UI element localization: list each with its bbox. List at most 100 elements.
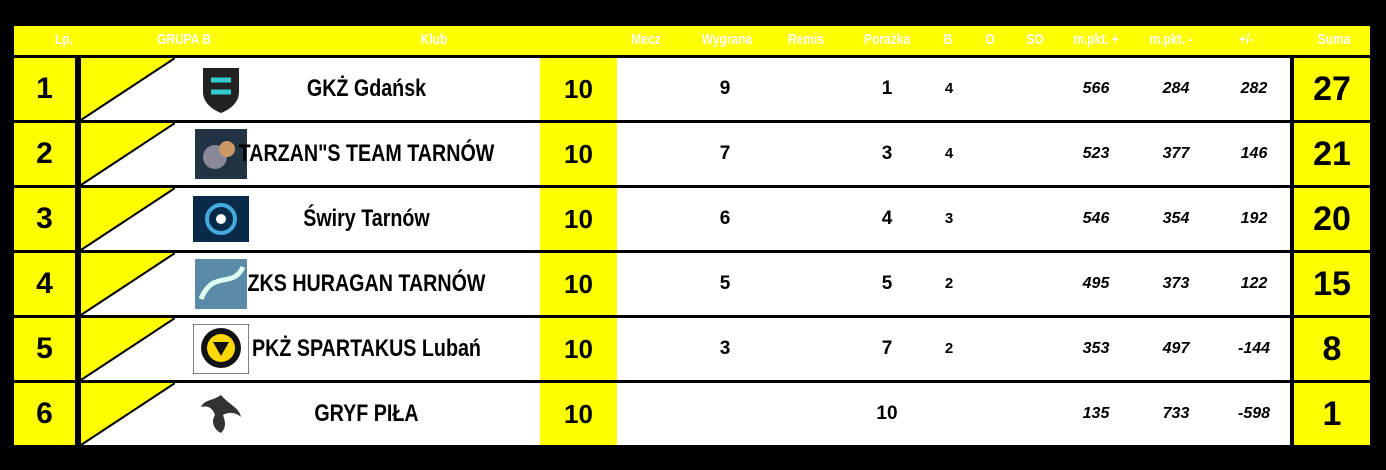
wins: 6 [719,208,731,229]
club-name: GRYF PIŁA [314,400,419,427]
club-name: TARZAN"S TEAM TARNÓW [238,140,495,167]
club-logo-icon [193,64,249,114]
total-points: 8 [1294,318,1370,380]
total-points: 1 [1294,383,1370,445]
points-for: 566 [1082,80,1110,97]
draws [787,253,827,315]
yellow-diagonal-decoration [81,383,175,445]
draws [787,188,827,250]
row-body [81,383,1290,445]
club-logo-icon [193,389,249,439]
header-lp: Lp. [55,31,73,48]
header-matches: Mecz [631,31,661,48]
club-logo-icon [193,259,249,309]
wins: 7 [719,143,731,164]
club-logo-icon [193,129,249,179]
losses: 3 [881,143,893,164]
table-row: 1 GKŻ Gdańsk 10 9 1 4 566 284 282 27 [14,58,1370,120]
bonus-b: 2 [944,340,954,357]
yellow-diagonal-decoration [81,58,175,120]
header-total: Suma [1317,31,1351,48]
so [1015,318,1055,380]
row-body [81,123,1290,185]
table-header: Lp. GRUPA B Klub Mecz Wygrana Remis Pora… [14,26,1370,55]
header-so: SO [1026,31,1044,48]
header-points-against: m.pkt. - [1149,31,1193,48]
points-against: 373 [1162,275,1190,292]
matches: 10 [540,253,617,315]
table-row: 2 TARZAN"S TEAM TARNÓW 10 7 3 4 523 377 … [14,123,1370,185]
points-diff: 282 [1240,80,1268,97]
o [970,318,1010,380]
club-name: PKŻ SPARTAKUS Lubań [252,335,481,362]
points-against: 354 [1162,210,1190,227]
points-against: 284 [1162,80,1190,97]
yellow-diagonal-decoration [81,253,175,315]
row-body [81,318,1290,380]
total-points: 21 [1294,123,1370,185]
rank: 2 [14,123,75,185]
row-body [81,188,1290,250]
header-draws: Remis [787,31,825,48]
rank: 1 [14,58,75,120]
rank: 5 [14,318,75,380]
rank: 4 [14,253,75,315]
draws [787,318,827,380]
points-against: 377 [1162,145,1190,162]
yellow-diagonal-decoration [81,188,175,250]
points-against: 733 [1162,405,1190,422]
o [970,188,1010,250]
total-points: 15 [1294,253,1370,315]
club-name: GKŻ Gdańsk [306,75,427,102]
club-logo-icon [193,194,249,244]
header-losses: Porażka [863,31,911,48]
matches: 10 [540,318,617,380]
club-name: ZKS HURAGAN TARNÓW [247,270,486,297]
points-diff: 146 [1240,145,1268,162]
o [970,383,1010,445]
club-name: Świry Tarnów [303,205,430,232]
matches: 10 [540,58,617,120]
bonus-b: 4 [944,80,954,97]
header-diff: +/- [1238,31,1254,48]
yellow-diagonal-decoration [81,318,175,380]
draws [787,383,827,445]
losses: 5 [881,273,893,294]
total-points: 20 [1294,188,1370,250]
header-o: O [985,31,995,48]
losses: 4 [881,208,893,229]
matches: 10 [540,188,617,250]
wins [705,383,745,445]
header-group: GRUPA B [157,31,211,48]
club-logo-icon [192,323,250,375]
losses: 10 [876,403,898,424]
row-body [81,58,1290,120]
points-for: 546 [1082,210,1110,227]
bonus-b: 3 [944,210,954,227]
points-diff: 192 [1240,210,1268,227]
o [970,123,1010,185]
table-row: 6 GRYF PIŁA 10 10 135 733 -598 1 [14,383,1370,445]
row-body [81,253,1290,315]
o [970,58,1010,120]
points-for: 353 [1082,340,1110,357]
matches: 10 [540,383,617,445]
so [1015,123,1055,185]
table-row: 5 PKŻ SPARTAKUS Lubań 10 3 7 2 353 497 -… [14,318,1370,380]
points-diff: 122 [1240,275,1268,292]
total-points: 27 [1294,58,1370,120]
rank: 3 [14,188,75,250]
points-for: 495 [1082,275,1110,292]
rank: 6 [14,383,75,445]
so [1015,188,1055,250]
points-for: 135 [1082,405,1110,422]
header-wins: Wygrana [701,31,753,48]
points-diff: -598 [1237,405,1271,422]
points-against: 497 [1162,340,1190,357]
wins: 9 [719,78,731,99]
draws [787,123,827,185]
bonus-b: 2 [944,275,954,292]
points-for: 523 [1082,145,1110,162]
losses: 1 [881,78,893,99]
header-club: Klub [420,31,448,48]
